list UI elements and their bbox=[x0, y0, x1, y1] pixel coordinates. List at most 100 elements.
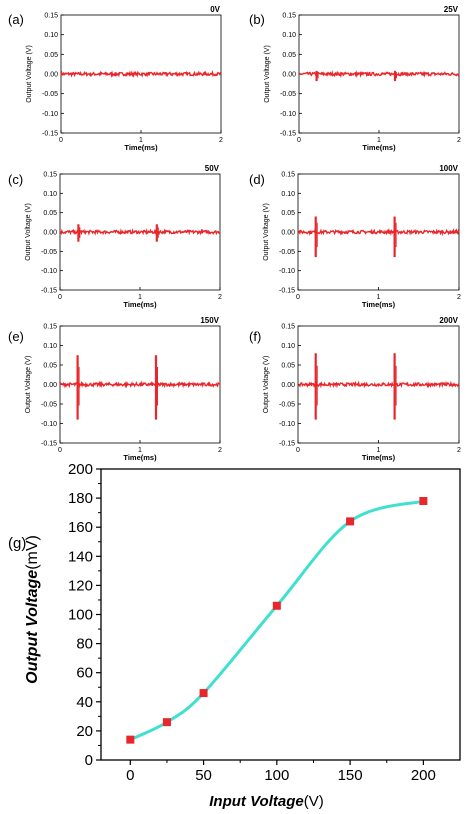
panel-label: (a) bbox=[8, 12, 24, 27]
data-point-100 bbox=[272, 601, 281, 610]
y-tick-label: 0.00 bbox=[281, 230, 295, 237]
y-tick-label: -0.05 bbox=[41, 249, 57, 256]
data-point-200 bbox=[419, 497, 428, 506]
y-tick-label: 0.05 bbox=[43, 210, 57, 217]
y-tick-label: -0.10 bbox=[279, 268, 295, 275]
y-tick-label: -0.10 bbox=[280, 111, 296, 118]
x-axis-label: Time(ms) bbox=[362, 300, 396, 309]
signal-trace bbox=[298, 69, 460, 79]
y-tick-label: 20 bbox=[76, 723, 93, 740]
x-axis-label-unit: (V) bbox=[304, 793, 324, 810]
y-tick-label: 0.05 bbox=[281, 363, 295, 370]
x-axis-label: Time(ms) bbox=[362, 453, 396, 462]
x-tick-label: 0 bbox=[296, 294, 300, 301]
y-axis-label: Output Voltage (V) bbox=[25, 356, 32, 414]
x-axis-label: Input Voltage(V) bbox=[209, 793, 323, 810]
panel-label: (f) bbox=[249, 329, 261, 344]
panel-label: (b) bbox=[249, 12, 265, 27]
y-axis-label: Output Voltage (V) bbox=[264, 45, 271, 103]
y-tick-label: -0.15 bbox=[41, 441, 57, 448]
y-tick-label: 0.15 bbox=[44, 13, 58, 20]
y-tick-label: -0.15 bbox=[42, 131, 58, 138]
voltage-tag: 200V bbox=[439, 316, 458, 325]
voltage-tag: 100V bbox=[439, 164, 458, 173]
panel-d: (d) 100V 0.15 0.10 0.05 0.00 -0.05 -0.10 -0.150 1… bbox=[249, 164, 461, 309]
y-tick-label: 0.10 bbox=[281, 191, 295, 198]
data-point-0 bbox=[126, 735, 135, 744]
y-axis-label: Output Voltage (V) bbox=[26, 45, 33, 103]
x-tick-label: 1 bbox=[377, 294, 381, 301]
y-tick-label: 0.05 bbox=[282, 52, 296, 59]
y-tick-label: 0.05 bbox=[43, 363, 57, 370]
y-tick-label: -0.05 bbox=[41, 402, 57, 409]
x-axis-label: Time(ms) bbox=[124, 143, 158, 152]
x-axis-label-name: Input Voltage bbox=[209, 793, 303, 810]
x-tick-label: 1 bbox=[377, 447, 381, 454]
y-tick-label: -0.15 bbox=[280, 131, 296, 138]
y-tick-label: -0.15 bbox=[279, 288, 295, 295]
x-tick-label: 2 bbox=[218, 294, 222, 301]
y-tick-label: 0.10 bbox=[282, 32, 296, 39]
x-tick-label: 1 bbox=[138, 294, 142, 301]
y-axis-label: Output Voltage(mV) bbox=[24, 535, 41, 684]
y-tick-label: -0.05 bbox=[280, 91, 296, 98]
y-tick-label: 0.00 bbox=[43, 230, 57, 237]
y-tick-label: -0.05 bbox=[279, 402, 295, 409]
data-point-25 bbox=[162, 718, 171, 727]
y-tick-label: 0.00 bbox=[43, 382, 57, 389]
panel-label: (c) bbox=[8, 172, 23, 187]
y-tick-label: 0.00 bbox=[281, 382, 295, 389]
y-tick-label: 80 bbox=[76, 636, 93, 653]
y-axis-label: Output Voltage (V) bbox=[25, 203, 32, 261]
voltage-tag: 25V bbox=[444, 5, 459, 14]
y-axis-label: Output Voltage (V) bbox=[263, 203, 270, 261]
x-axis-label: Time(ms) bbox=[123, 453, 157, 462]
x-tick-label: 1 bbox=[138, 447, 142, 454]
voltage-tag: 150V bbox=[200, 316, 219, 325]
signal-trace bbox=[297, 380, 460, 389]
y-tick-label: -0.10 bbox=[41, 421, 57, 428]
data-point-150 bbox=[346, 517, 355, 526]
data-point-50 bbox=[199, 689, 208, 698]
y-tick-label: 0.10 bbox=[43, 343, 57, 350]
y-tick-label: -0.05 bbox=[279, 249, 295, 256]
signal-trace bbox=[59, 228, 221, 236]
x-tick-label: 2 bbox=[219, 137, 223, 144]
y-tick-label: 0.15 bbox=[281, 324, 295, 331]
y-axis-label-name: Output Voltage bbox=[24, 570, 41, 684]
panel-e: (e) 150V 0.15 0.10 0.05 0.00 -0.05 -0.10 -0.150 1… bbox=[8, 316, 222, 462]
panel-a: (a) 0V 0.15 0.10 0.05 0.00 -0.05 -0.10 -0.150 1 2 T… bbox=[8, 5, 223, 152]
panel-f: (f) 200V 0.15 0.10 0.05 0.00 -0.05 -0.10 -0.150 1… bbox=[249, 316, 461, 462]
y-tick-label: 140 bbox=[68, 548, 93, 565]
signal-trace bbox=[297, 227, 460, 237]
x-tick-label: 2 bbox=[218, 447, 222, 454]
x-axis-label: Time(ms) bbox=[362, 143, 396, 152]
y-tick-label: 0 bbox=[85, 752, 93, 769]
x-tick-label: 2 bbox=[457, 137, 461, 144]
voltage-tag: 0V bbox=[210, 5, 220, 14]
y-tick-label: 120 bbox=[68, 577, 93, 594]
x-tick-label: 0 bbox=[126, 767, 134, 784]
x-tick-label: 1 bbox=[139, 137, 143, 144]
y-tick-label: 0.15 bbox=[43, 324, 57, 331]
x-tick-label: 0 bbox=[296, 447, 300, 454]
x-tick-label: 2 bbox=[457, 447, 461, 454]
panel-g: (g) 0 20 40 60 80 100 120 140 160 180 200 0 50 100 150 2… bbox=[8, 461, 461, 810]
series-line bbox=[129, 499, 424, 741]
y-tick-label: 0.00 bbox=[44, 72, 58, 79]
y-tick-label: 60 bbox=[76, 665, 93, 682]
y-tick-label: 40 bbox=[76, 694, 93, 711]
y-tick-label: 0.15 bbox=[281, 172, 295, 179]
x-tick-label: 1 bbox=[377, 137, 381, 144]
y-axis-label: Output Voltage (V) bbox=[263, 356, 270, 414]
y-tick-label: -0.05 bbox=[42, 91, 58, 98]
signal-trace bbox=[60, 69, 222, 78]
x-tick-label: 100 bbox=[264, 767, 289, 784]
y-tick-label: 0.05 bbox=[44, 52, 58, 59]
y-tick-label: 0.10 bbox=[43, 191, 57, 198]
y-axis-label-unit: (mV) bbox=[24, 535, 41, 570]
panel-c: (c) 50V 0.15 0.10 0.05 0.00 -0.05 -0.10 -0.150 1 2… bbox=[8, 164, 222, 309]
x-tick-label: 200 bbox=[411, 767, 436, 784]
x-tick-label: 0 bbox=[58, 294, 62, 301]
